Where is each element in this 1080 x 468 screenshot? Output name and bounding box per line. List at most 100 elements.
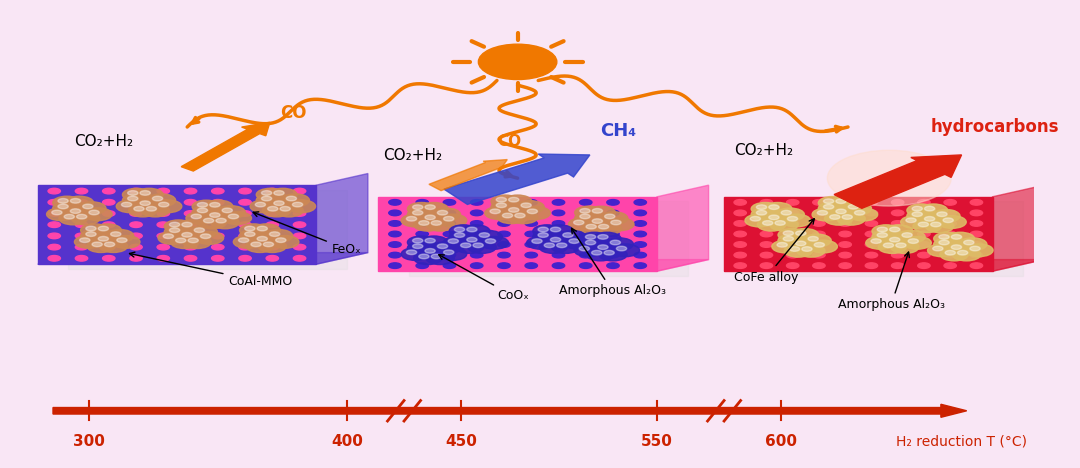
Circle shape xyxy=(865,242,878,247)
Circle shape xyxy=(419,220,429,225)
Circle shape xyxy=(970,199,983,205)
Circle shape xyxy=(525,231,538,237)
Circle shape xyxy=(924,217,935,221)
Circle shape xyxy=(140,201,150,205)
Circle shape xyxy=(269,232,280,236)
Circle shape xyxy=(734,210,746,216)
Circle shape xyxy=(527,209,538,214)
Circle shape xyxy=(751,216,760,221)
Circle shape xyxy=(478,44,557,80)
Circle shape xyxy=(198,208,207,213)
Circle shape xyxy=(970,210,983,216)
Circle shape xyxy=(130,233,143,239)
Circle shape xyxy=(266,256,279,261)
Polygon shape xyxy=(68,190,348,269)
Text: FeOₓ: FeOₓ xyxy=(253,212,362,256)
Circle shape xyxy=(416,221,429,226)
Circle shape xyxy=(819,202,847,215)
Circle shape xyxy=(287,200,315,213)
Circle shape xyxy=(194,228,204,233)
Circle shape xyxy=(426,252,455,264)
Circle shape xyxy=(127,190,138,195)
Circle shape xyxy=(607,252,619,258)
Circle shape xyxy=(443,221,456,226)
Circle shape xyxy=(970,252,983,258)
Circle shape xyxy=(48,211,60,216)
Circle shape xyxy=(532,225,562,238)
Circle shape xyxy=(944,199,957,205)
Circle shape xyxy=(491,195,519,208)
Circle shape xyxy=(831,207,859,219)
Circle shape xyxy=(634,210,647,216)
Circle shape xyxy=(814,242,824,247)
Circle shape xyxy=(734,221,746,226)
Circle shape xyxy=(819,197,847,209)
Circle shape xyxy=(573,220,584,225)
Circle shape xyxy=(157,211,170,216)
Circle shape xyxy=(907,210,935,222)
Circle shape xyxy=(891,252,904,258)
Circle shape xyxy=(907,204,935,217)
Circle shape xyxy=(634,242,647,247)
Circle shape xyxy=(839,242,851,247)
Circle shape xyxy=(531,239,542,243)
Circle shape xyxy=(544,243,554,248)
Circle shape xyxy=(580,209,590,213)
Circle shape xyxy=(958,238,987,251)
Circle shape xyxy=(76,222,87,227)
Circle shape xyxy=(762,220,773,225)
Circle shape xyxy=(827,150,951,206)
Circle shape xyxy=(216,218,226,223)
Circle shape xyxy=(239,233,252,239)
Circle shape xyxy=(443,236,471,249)
Circle shape xyxy=(240,229,268,242)
Circle shape xyxy=(924,206,935,211)
Circle shape xyxy=(239,188,252,194)
Circle shape xyxy=(791,228,819,241)
Circle shape xyxy=(556,243,567,248)
Circle shape xyxy=(416,199,429,205)
Circle shape xyxy=(266,222,279,227)
Circle shape xyxy=(745,214,773,227)
Circle shape xyxy=(919,214,947,227)
Circle shape xyxy=(177,230,205,243)
Circle shape xyxy=(130,244,143,250)
Circle shape xyxy=(98,226,108,231)
Circle shape xyxy=(933,246,943,251)
Circle shape xyxy=(951,245,961,249)
Circle shape xyxy=(485,207,513,219)
Circle shape xyxy=(212,244,224,250)
Circle shape xyxy=(449,225,477,238)
Circle shape xyxy=(498,242,510,247)
Circle shape xyxy=(818,211,827,215)
Circle shape xyxy=(944,221,957,226)
Circle shape xyxy=(266,211,279,216)
Circle shape xyxy=(812,208,840,221)
Circle shape xyxy=(46,208,75,220)
Circle shape xyxy=(580,214,590,219)
Circle shape xyxy=(836,209,846,214)
Circle shape xyxy=(261,196,272,201)
Text: CO₂+H₂: CO₂+H₂ xyxy=(383,147,443,162)
Circle shape xyxy=(419,254,429,259)
Circle shape xyxy=(407,236,436,249)
Circle shape xyxy=(516,201,544,213)
Circle shape xyxy=(176,238,186,243)
Circle shape xyxy=(222,208,232,213)
Circle shape xyxy=(931,222,941,227)
Polygon shape xyxy=(38,185,316,264)
Circle shape xyxy=(185,244,197,250)
Circle shape xyxy=(503,205,531,218)
Text: hydrocarbons: hydrocarbons xyxy=(931,117,1059,136)
Circle shape xyxy=(70,198,81,203)
Circle shape xyxy=(760,242,772,247)
Circle shape xyxy=(122,188,151,201)
Circle shape xyxy=(198,203,207,207)
Circle shape xyxy=(228,214,239,219)
Circle shape xyxy=(970,246,981,251)
Circle shape xyxy=(839,210,851,216)
Circle shape xyxy=(140,190,150,195)
Circle shape xyxy=(823,205,834,209)
Circle shape xyxy=(122,194,151,207)
Circle shape xyxy=(192,206,220,219)
